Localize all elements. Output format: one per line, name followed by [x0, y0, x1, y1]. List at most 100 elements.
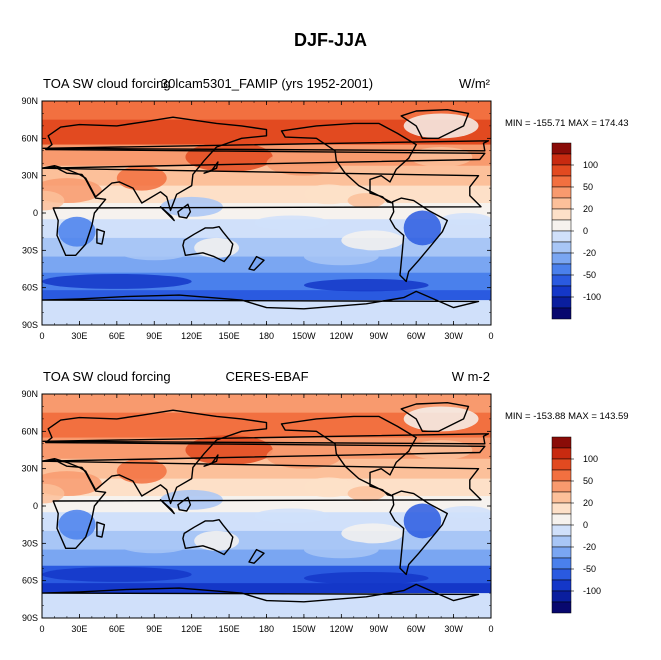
x-tick-label: 90W [369, 624, 388, 634]
colorbar-swatch [551, 164, 572, 177]
coastlines [42, 109, 490, 310]
anomaly-patch [42, 273, 192, 289]
japan-coastline [203, 161, 219, 174]
y-tick-label: 90N [21, 96, 38, 106]
anomaly-patch [116, 533, 192, 554]
x-tick-label: 60W [407, 624, 426, 634]
x-tick-label: 120W [330, 331, 354, 341]
greenland-coastline [400, 109, 470, 139]
borneo-coastline [177, 496, 192, 512]
anomaly-patch [160, 196, 223, 217]
y-tick-label: 30S [22, 538, 38, 548]
stats-label: MIN = -153.88 MAX = 143.59 [505, 411, 629, 422]
colorbar-tick-label: 50 [583, 476, 593, 486]
anomaly-patch [347, 193, 385, 209]
anomaly-patch [116, 458, 167, 484]
colorbar-swatch [551, 601, 572, 614]
x-tick-label: 0 [39, 331, 44, 341]
x-tick-label: 60E [109, 331, 125, 341]
colorbar-tick-label: 20 [583, 204, 593, 214]
lat-band [42, 300, 491, 325]
x-tick-label: 60E [109, 624, 125, 634]
samerica-coastline [389, 197, 448, 283]
colorbar-swatch [551, 480, 572, 493]
nz-coastline [248, 255, 265, 271]
x-tick-label: 30W [444, 624, 463, 634]
lat-band [42, 478, 491, 497]
anomaly-patch [409, 147, 473, 167]
lat-band [42, 583, 491, 594]
y-tick-label: 90S [22, 613, 38, 623]
nz-coastline [248, 548, 265, 564]
map-axes: 0 30E 60E 90E 120E 150E 180 150W 120W 90W 60W 30W 09… [21, 96, 493, 341]
anomaly-patch [160, 489, 223, 510]
y-tick-label: 60S [22, 576, 38, 586]
anomaly-patch [403, 210, 442, 246]
anomaly-patch [254, 215, 329, 231]
map-field [42, 101, 491, 325]
lat-band [42, 101, 491, 121]
eurasia-coastline [42, 409, 486, 505]
y-tick-label: 90N [21, 389, 38, 399]
lat-band [42, 549, 491, 567]
panel-left-title: TOA SW cloud forcing [43, 76, 171, 91]
anomaly-patch [58, 509, 96, 540]
figure-title: DJF-JJA [293, 30, 368, 50]
borneo-coastline [177, 203, 192, 219]
colorbar-tick-label: -50 [583, 270, 596, 280]
colorbar-tick-label: 0 [583, 520, 588, 530]
anomaly-patch [303, 540, 379, 559]
antarctica-coastline [42, 583, 480, 603]
colorbar-swatch [551, 285, 572, 298]
colorbar-tick-label: 100 [583, 454, 598, 464]
colorbar-tick-label: -100 [583, 292, 601, 302]
y-tick-label: 30N [21, 171, 38, 181]
map-field [42, 394, 491, 618]
x-tick-label: 0 [488, 331, 493, 341]
colorbar-tick-label: -100 [583, 586, 601, 596]
x-tick-label: 90E [146, 624, 162, 634]
anomaly-patch [341, 523, 404, 544]
colorbar-swatch [551, 590, 572, 603]
greenland-coastline [400, 402, 470, 432]
x-tick-label: 150E [219, 624, 240, 634]
australia-coastline [182, 519, 234, 556]
x-tick-label: 150W [292, 624, 316, 634]
anomaly-patch [347, 486, 385, 502]
colorbar-swatch [551, 241, 572, 254]
colorbar-swatch [551, 546, 572, 559]
colorbar-swatch [551, 513, 572, 526]
colorbar: 100 50 20 0 -20 -50 -100 [551, 436, 601, 614]
colorbar-swatch [551, 153, 572, 166]
x-tick-label: 120W [330, 624, 354, 634]
panel-left-title: TOA SW cloud forcing [43, 369, 171, 384]
map-axes: 0 30E 60E 90E 120E 150E 180 150W 120W 90W 60W 30W 09… [21, 389, 493, 634]
namerica-coastline [280, 415, 417, 497]
x-tick-label: 0 [39, 624, 44, 634]
colorbar-swatch [551, 252, 572, 265]
anomaly-patch [341, 230, 404, 251]
anomaly-patch [42, 566, 192, 582]
x-tick-label: 30W [444, 331, 463, 341]
colorbar-swatch [551, 469, 572, 482]
anomaly-patch [441, 506, 491, 519]
anomaly-patch [194, 237, 240, 258]
colorbar-swatch [551, 274, 572, 287]
y-tick-label: 30N [21, 464, 38, 474]
x-tick-label: 90E [146, 331, 162, 341]
colorbar-swatch [551, 219, 572, 232]
colorbar-tick-label: 100 [583, 160, 598, 170]
x-tick-label: 0 [488, 624, 493, 634]
anomaly-patch [303, 477, 354, 498]
anomaly-patch [303, 184, 354, 205]
madagascar-coastline [96, 228, 106, 245]
x-tick-label: 60W [407, 331, 426, 341]
japan-coastline [203, 454, 219, 467]
colorbar-tick-label: -20 [583, 248, 596, 258]
sumatra-coastline [159, 206, 175, 222]
x-tick-label: 90W [369, 331, 388, 341]
anomaly-patch [303, 247, 379, 266]
anomaly-patch [403, 406, 479, 432]
colorbar-swatch [551, 458, 572, 471]
x-tick-label: 150W [292, 331, 316, 341]
